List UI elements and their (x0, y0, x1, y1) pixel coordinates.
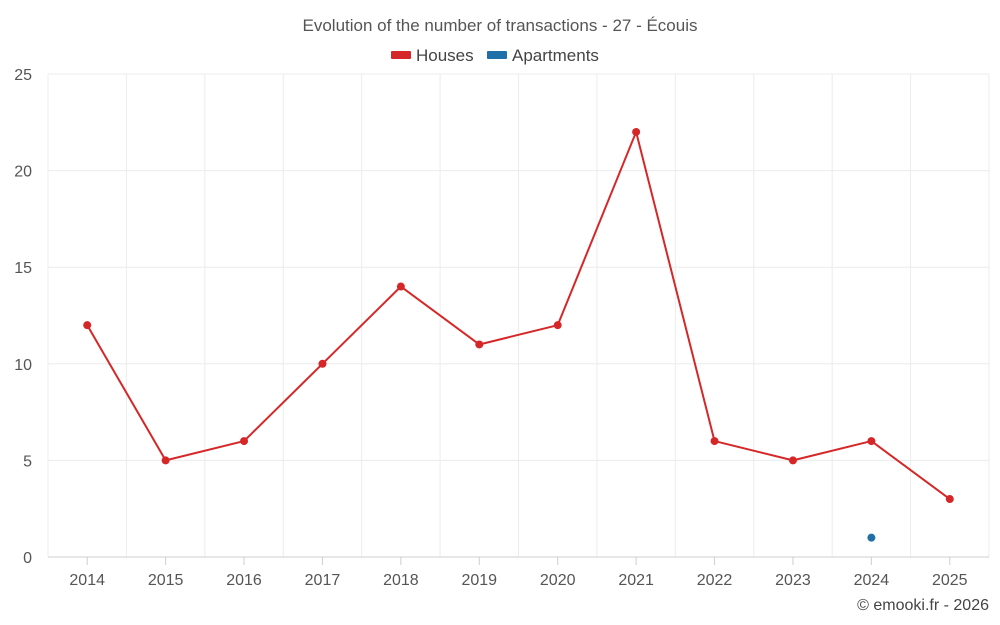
x-tick-label: 2025 (932, 572, 968, 589)
data-point-houses-2024[interactable] (867, 437, 876, 446)
x-tick-label: 2015 (148, 572, 184, 589)
series-line-houses (86, 130, 951, 500)
y-tick-label: 5 (23, 453, 32, 470)
data-point-houses-2022[interactable] (710, 437, 719, 446)
legend-swatch-apartments[interactable] (487, 51, 507, 59)
x-tick-label: 2014 (69, 572, 105, 589)
x-tick-label: 2016 (226, 572, 262, 589)
data-point-houses-2020[interactable] (553, 321, 562, 330)
grid (47, 73, 990, 557)
data-point-apartments-2024[interactable] (867, 533, 876, 542)
credit-text: © emooki.fr - 2026 (857, 597, 989, 614)
y-tick-label: 15 (14, 260, 32, 277)
y-tick-label: 20 (14, 164, 32, 181)
data-point-houses-2021[interactable] (632, 127, 641, 136)
data-point-houses-2017[interactable] (318, 359, 327, 368)
data-point-houses-2015[interactable] (161, 456, 170, 465)
x-tick-label: 2019 (461, 572, 497, 589)
x-tick-label: 2021 (618, 572, 654, 589)
data-point-houses-2016[interactable] (240, 437, 249, 446)
x-tick-label: 2023 (775, 572, 811, 589)
y-tick-label: 25 (14, 67, 32, 84)
legend-label-apartments[interactable]: Apartments (512, 46, 599, 65)
chart-title: Evolution of the number of transactions … (303, 16, 698, 35)
x-tick-label: 2022 (697, 572, 733, 589)
y-tick-label: 10 (14, 357, 32, 374)
legend: Houses Apartments (391, 46, 599, 65)
legend-swatch-houses[interactable] (391, 51, 411, 59)
data-point-houses-2023[interactable] (788, 456, 797, 465)
x-tick-label: 2024 (854, 572, 890, 589)
data-point-houses-2025[interactable] (945, 495, 954, 504)
data-point-houses-2014[interactable] (83, 321, 92, 330)
x-tick-label: 2017 (305, 572, 341, 589)
data-point-houses-2019[interactable] (475, 340, 484, 349)
legend-label-houses[interactable]: Houses (416, 46, 474, 65)
series (83, 127, 954, 542)
data-point-houses-2018[interactable] (396, 282, 405, 291)
x-tick-label: 2020 (540, 572, 576, 589)
y-tick-label: 0 (23, 550, 32, 567)
x-tick-label: 2018 (383, 572, 419, 589)
